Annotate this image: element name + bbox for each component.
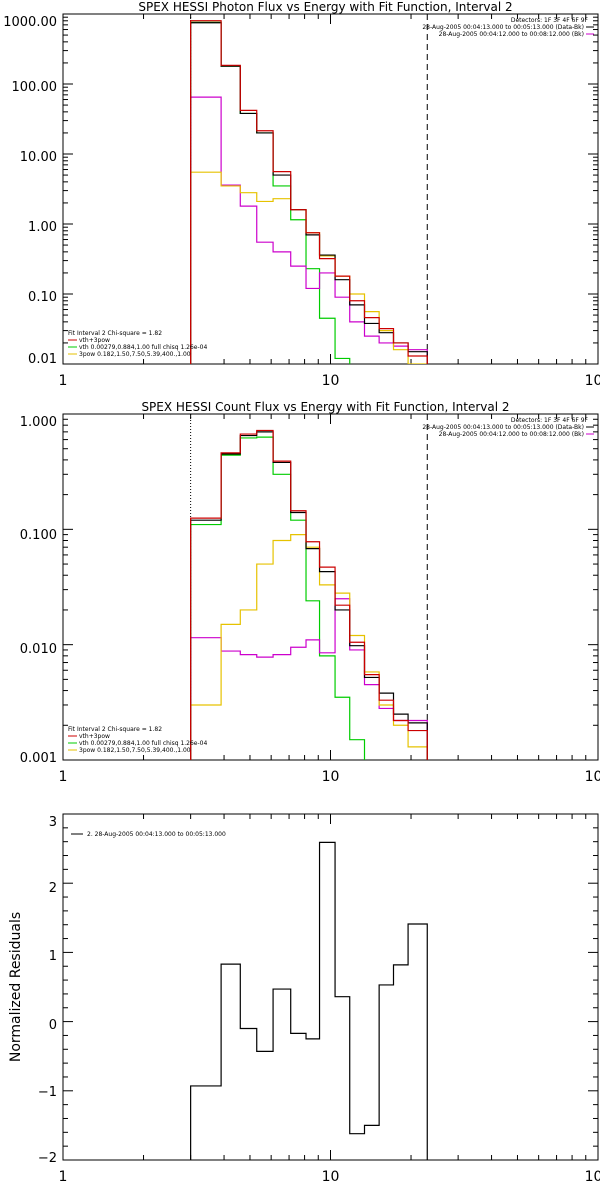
series-line-2-28-aug-2005-00-04-13-000-to-00-05-13-000 bbox=[190, 841, 428, 1160]
series-line-bk bbox=[190, 598, 428, 760]
y-tick-label: 1.000 bbox=[20, 415, 57, 430]
y-tick-label: 0.01 bbox=[28, 352, 57, 367]
x-tick-label: 100 bbox=[585, 769, 600, 785]
y-axis: 3 2 1 0 −1 −2 bbox=[38, 813, 598, 1166]
y-tick-label: −2 bbox=[38, 1151, 57, 1166]
x-tick-label: 1 bbox=[59, 1169, 68, 1185]
legend-label: vth 0.00279,0.884,1.00 full chisq 1.26e-… bbox=[79, 740, 207, 747]
detectors-text: Detectors: 1F 3F 4F 6F 9F bbox=[511, 417, 589, 424]
y-tick-label: 0 bbox=[49, 1018, 57, 1033]
x-tick-label: 10 bbox=[322, 769, 340, 785]
legend-header: Fit Interval 2 Chi-square = 1.82 bbox=[68, 330, 162, 337]
time-range-data-text: 28-Aug-2005 00:04:13.000 to 00:05:13.000… bbox=[422, 24, 584, 31]
legend: Fit Interval 2 Chi-square = 1.82vth+3pow… bbox=[68, 726, 207, 754]
y-tick-label: 0.001 bbox=[20, 751, 57, 766]
legend: 2. 28-Aug-2005 00:04:13.000 to 00:05:13.… bbox=[71, 831, 226, 838]
chart-panel-1: SPEX HESSI Photon Flux vs Energy with Fi… bbox=[3, 0, 600, 389]
legend: Fit Interval 2 Chi-square = 1.82vth+3pow… bbox=[68, 330, 207, 358]
y-tick-label: 0.10 bbox=[28, 290, 57, 305]
series-line-data-bk bbox=[190, 22, 428, 364]
series-line-vth-3pow bbox=[190, 429, 428, 760]
y-tick-label: −1 bbox=[38, 1085, 57, 1100]
y-axis: 1.000 0.100 0.010 0.001 bbox=[20, 413, 598, 766]
x-tick-label: 1 bbox=[59, 373, 68, 389]
y-tick-label: 3 bbox=[49, 815, 57, 830]
y-tick-label: 1 bbox=[49, 949, 57, 964]
y-tick-label: 1000.00 bbox=[3, 15, 57, 30]
legend-label: vth 0.00279,0.884,1.00 full chisq 1.26e-… bbox=[79, 344, 207, 351]
y-tick-label: 1.00 bbox=[28, 220, 57, 235]
plot-frame bbox=[62, 413, 599, 761]
series-group bbox=[190, 20, 428, 364]
series-line-bk bbox=[190, 96, 428, 364]
legend-label: 3pow 0.182,1.50,7.50,5.39,400.,1.00 bbox=[79, 351, 191, 358]
y-tick-label: 0.100 bbox=[20, 528, 57, 543]
y-tick-label: 2 bbox=[49, 881, 57, 896]
plot-frame bbox=[62, 813, 599, 1161]
series-line-vth bbox=[190, 21, 351, 364]
legend-label: 3pow 0.182,1.50,7.50,5.39,400.,1.00 bbox=[79, 747, 191, 754]
time-range-bk-text: 28-Aug-2005 00:04:12.000 to 00:08:12.000… bbox=[439, 31, 584, 38]
x-tick-label: 1 bbox=[59, 769, 68, 785]
y-axis: 1000.00 100.00 10.00 1.00 0.10 0.01 bbox=[3, 13, 598, 367]
series-group bbox=[190, 841, 428, 1160]
y-tick-label: 10.00 bbox=[20, 150, 57, 165]
plot-frame bbox=[62, 13, 599, 365]
chart-panel-2: SPEX HESSI Count Flux vs Energy with Fit… bbox=[20, 400, 600, 785]
legend-label: vth+3pow bbox=[79, 337, 110, 344]
legend-label: 2. 28-Aug-2005 00:04:13.000 to 00:05:13.… bbox=[87, 831, 226, 838]
series-line-data-bk bbox=[190, 431, 428, 760]
x-tick-label: 100 bbox=[585, 373, 600, 389]
x-axis: 1 10 100 bbox=[59, 814, 600, 1185]
chart-title: SPEX HESSI Photon Flux vs Energy with Fi… bbox=[138, 0, 512, 14]
x-tick-label: 10 bbox=[322, 373, 340, 389]
y-tick-label: 100.00 bbox=[12, 80, 58, 95]
legend-header: Fit Interval 2 Chi-square = 1.82 bbox=[68, 726, 162, 733]
x-tick-label: 10 bbox=[322, 1169, 340, 1185]
time-range-bk-text: 28-Aug-2005 00:04:12.000 to 00:08:12.000… bbox=[439, 431, 584, 438]
y-tick-label: 0.010 bbox=[20, 642, 57, 657]
series-group bbox=[190, 429, 428, 760]
chart-title: SPEX HESSI Count Flux vs Energy with Fit… bbox=[141, 400, 509, 414]
detectors-text: Detectors: 1F 3F 4F 6F 9F bbox=[511, 17, 589, 24]
time-range-data-text: 28-Aug-2005 00:04:13.000 to 00:05:13.000… bbox=[422, 424, 584, 431]
x-tick-label: 100 bbox=[585, 1169, 600, 1185]
series-line-vth bbox=[190, 436, 366, 760]
x-axis: 1 10 100 bbox=[59, 14, 600, 389]
x-axis: 1 10 100 bbox=[59, 414, 600, 785]
y-axis-label: Normalized Residuals bbox=[8, 912, 24, 1062]
series-line-vth-3pow bbox=[190, 20, 428, 364]
legend-label: vth+3pow bbox=[79, 733, 110, 740]
